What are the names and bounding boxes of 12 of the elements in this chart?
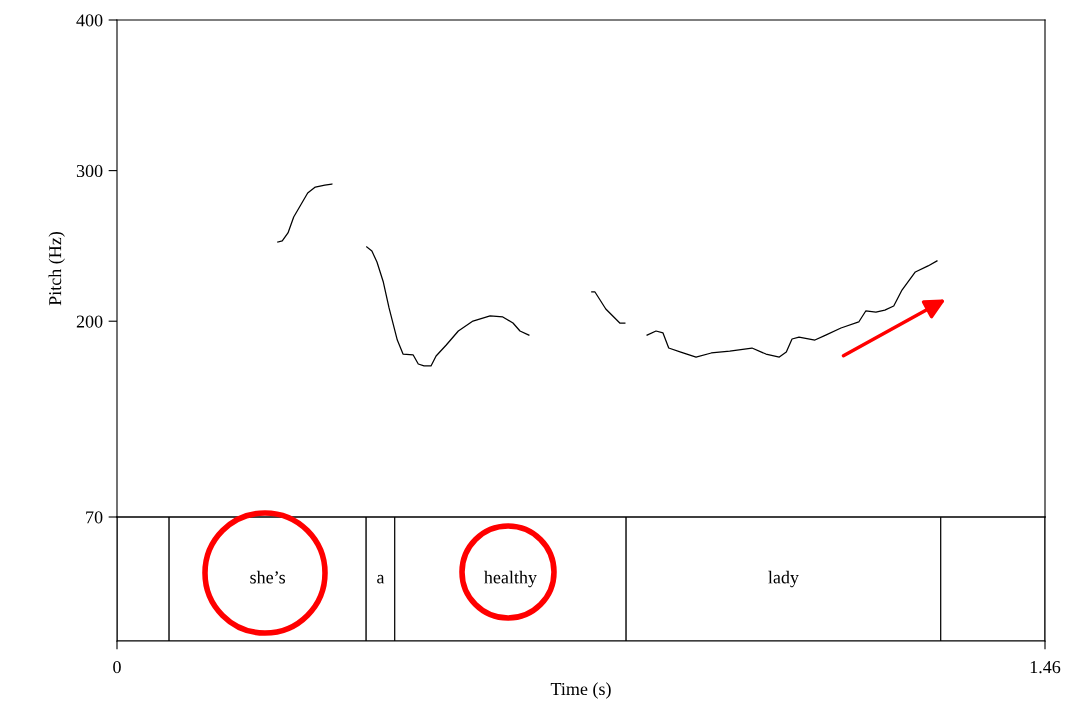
x-tick-label: 0 xyxy=(113,660,121,674)
y-tick-label: 70 xyxy=(86,511,103,524)
y-tick-label: 400 xyxy=(76,14,103,27)
data-label: she’s xyxy=(250,570,286,584)
data-label: healthy xyxy=(484,570,537,588)
y-axis-title: Pitch (Hz) xyxy=(48,231,65,306)
data-label: lady xyxy=(768,570,799,588)
x-axis-title: Time (s) xyxy=(550,682,611,699)
y-tick-label: 200 xyxy=(76,315,103,328)
x-tick-label: 1.46 xyxy=(1030,661,1061,674)
y-tick-label: 300 xyxy=(76,164,103,178)
data-label: a xyxy=(377,574,385,584)
